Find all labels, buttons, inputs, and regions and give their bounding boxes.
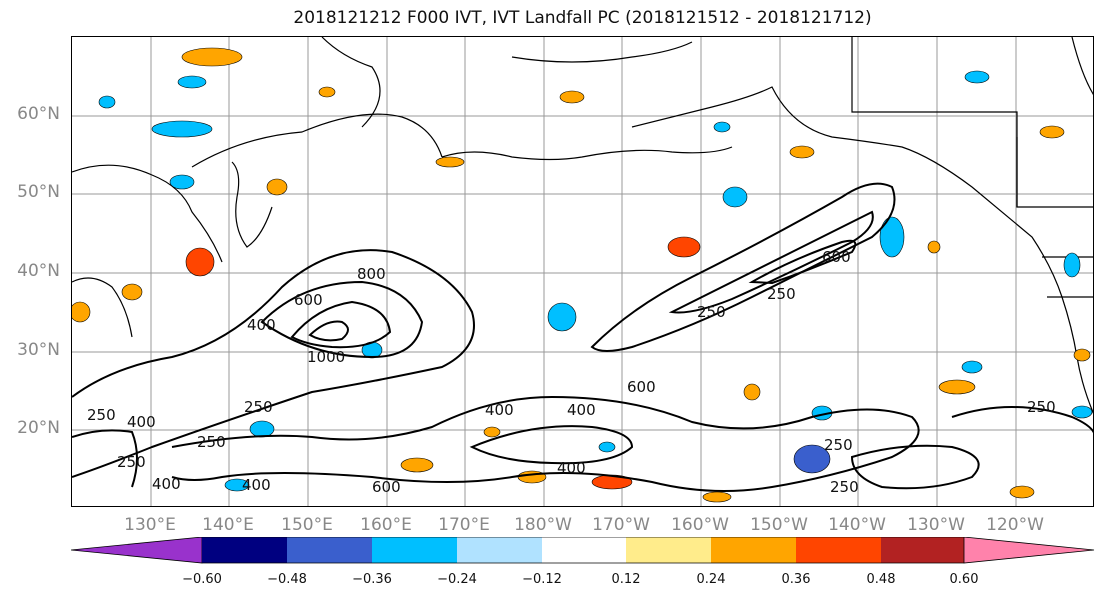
negative-anomaly-areas bbox=[98, 70, 1093, 492]
lon-label-160e: 160°E bbox=[360, 515, 412, 535]
contour-label: 250 bbox=[87, 406, 116, 424]
colorbar-segment bbox=[711, 537, 796, 563]
contour-label: 250 bbox=[1027, 398, 1056, 416]
colorbar-tick-label: 0.12 bbox=[611, 572, 641, 587]
colorbar-segment bbox=[287, 537, 372, 563]
colorbar-tick-label: −0.12 bbox=[522, 572, 562, 587]
colorbar-tick-label: −0.48 bbox=[267, 572, 307, 587]
map-canvas: 600 800 400 1000 250 250 400 250 400 250… bbox=[72, 37, 1093, 506]
lon-label-150e: 150°E bbox=[281, 515, 333, 535]
lat-label-60n: 60°N bbox=[17, 104, 60, 124]
contour-label: 400 bbox=[557, 459, 586, 477]
lon-label-160w: 160°W bbox=[671, 515, 729, 535]
lon-label-170e: 170°E bbox=[438, 515, 490, 535]
contour-label: 250 bbox=[830, 478, 859, 496]
colorbar-extend-low bbox=[71, 537, 203, 564]
lon-label-140e: 140°E bbox=[202, 515, 254, 535]
lat-label-50n: 50°N bbox=[17, 182, 60, 202]
colorbar-tick-label: 0.48 bbox=[866, 572, 896, 587]
colorbar bbox=[71, 537, 1095, 564]
lon-label-150w: 150°W bbox=[750, 515, 808, 535]
contour-label: 250 bbox=[117, 453, 146, 471]
colorbar-tick-label: 0.24 bbox=[696, 572, 726, 587]
lon-label-120w: 120°W bbox=[986, 515, 1044, 535]
colorbar-segment bbox=[796, 537, 881, 563]
contour-label: 400 bbox=[247, 316, 276, 334]
colorbar-tick-label: −0.24 bbox=[437, 572, 477, 587]
ivt-contours bbox=[72, 182, 1093, 492]
colorbar-segment bbox=[881, 537, 964, 563]
colorbar-segment bbox=[457, 537, 542, 563]
contour-label: 800 bbox=[357, 265, 386, 283]
contour-label: 400 bbox=[152, 475, 181, 493]
contour-label: 600 bbox=[822, 248, 851, 266]
colorbar-segment bbox=[542, 537, 626, 563]
lat-label-40n: 40°N bbox=[17, 261, 60, 281]
lon-label-130w: 130°W bbox=[907, 515, 965, 535]
colorbar-tick-label: 0.60 bbox=[949, 572, 979, 587]
contour-labels: 600 800 400 1000 250 250 400 250 400 250… bbox=[87, 248, 1056, 496]
lat-label-20n: 20°N bbox=[17, 418, 60, 438]
lon-label-170w: 170°W bbox=[592, 515, 650, 535]
colorbar-segment bbox=[372, 537, 457, 563]
map-panel: 600 800 400 1000 250 250 400 250 400 250… bbox=[71, 36, 1094, 507]
contour-label: 250 bbox=[244, 398, 273, 416]
contour-label: 400 bbox=[485, 401, 514, 419]
contour-label: 1000 bbox=[307, 348, 345, 366]
colorbar-segment bbox=[202, 537, 287, 563]
contour-label: 250 bbox=[697, 303, 726, 321]
colorbar-tick-label: −0.60 bbox=[182, 572, 222, 587]
contour-label: 400 bbox=[242, 476, 271, 494]
coastlines bbox=[72, 37, 1093, 414]
colorbar-segment bbox=[626, 537, 711, 563]
contour-label: 250 bbox=[824, 436, 853, 454]
lon-label-140w: 140°W bbox=[828, 515, 886, 535]
contour-label: 600 bbox=[294, 291, 323, 309]
figure-title: 2018121212 F000 IVT, IVT Landfall PC (20… bbox=[293, 8, 872, 28]
positive-anomaly-areas bbox=[72, 47, 1091, 503]
contour-label: 400 bbox=[567, 401, 596, 419]
lat-label-30n: 30°N bbox=[17, 340, 60, 360]
contour-label: 600 bbox=[627, 378, 656, 396]
contour-label: 400 bbox=[127, 413, 156, 431]
colorbar-tick-label: 0.36 bbox=[781, 572, 811, 587]
lon-label-130e: 130°E bbox=[124, 515, 176, 535]
colorbar-extend-high bbox=[963, 537, 1095, 564]
contour-label: 250 bbox=[767, 285, 796, 303]
colorbar-tick-label: −0.36 bbox=[352, 572, 392, 587]
lon-label-180w: 180°W bbox=[514, 515, 572, 535]
contour-label: 600 bbox=[372, 478, 401, 496]
contour-label: 250 bbox=[197, 433, 226, 451]
